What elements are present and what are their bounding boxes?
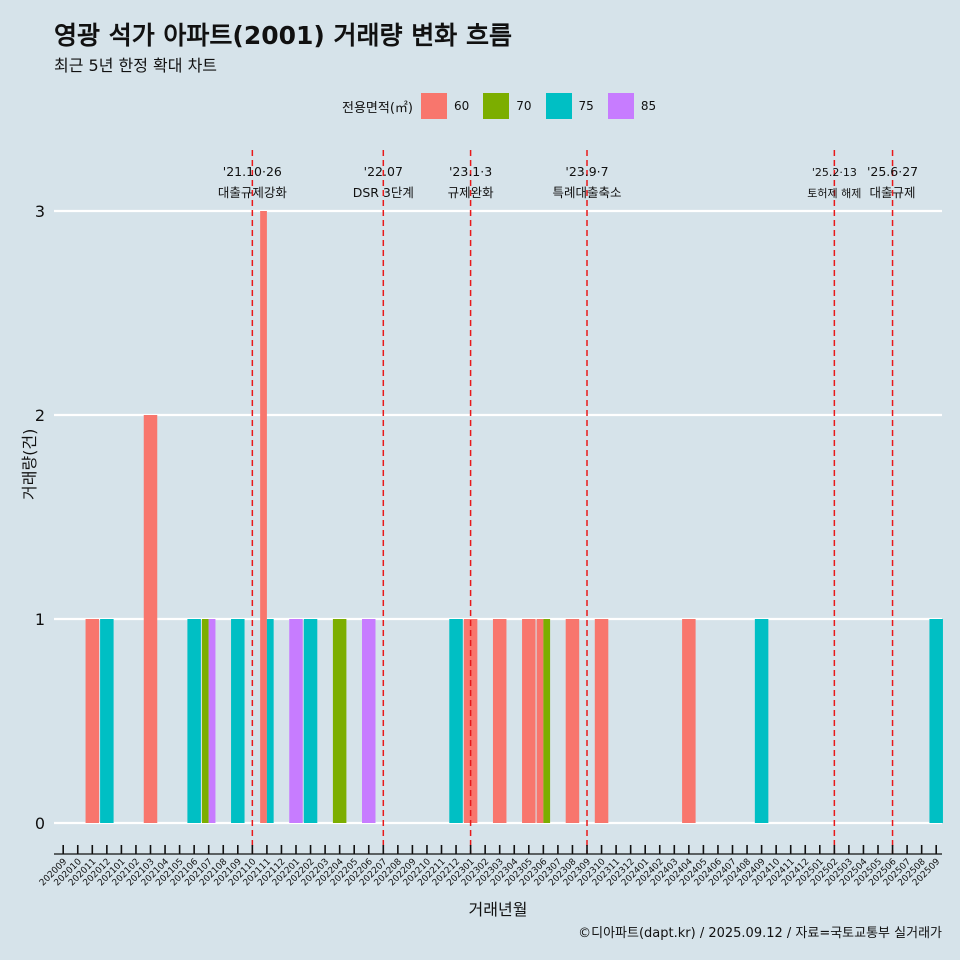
event-date-202301: '23.1·3 [449, 164, 492, 179]
event-label-202506: 대출규제 [870, 185, 916, 200]
bar-202305-60 [522, 619, 536, 823]
bar-202409-75 [754, 619, 769, 823]
bar-202509-75 [929, 619, 943, 823]
bar-202103-60 [143, 415, 158, 823]
y-axis-label: 거래량(건) [20, 428, 39, 500]
legend-label-85: 85 [640, 99, 657, 113]
bar-202303-60 [492, 619, 507, 823]
bar-202109-75 [231, 619, 245, 823]
event-label-202207: DSR 3단계 [353, 185, 414, 200]
y-tick-label-0: 0 [35, 814, 45, 833]
chart-title: 영광 석가 아파트(2001) 거래량 변화 흐름 [54, 21, 512, 50]
bar-202204-70 [332, 619, 347, 823]
y-tick-label-1: 1 [35, 610, 45, 629]
legend-swatch-60 [420, 93, 447, 119]
bar-202107-70 [201, 619, 209, 823]
legend-swatch-75 [545, 93, 572, 119]
legend-label-75: 75 [578, 99, 594, 113]
event-date-202309: '23.9·7 [565, 164, 608, 179]
legend: 전용면적(㎡) 60 70 75 85 [342, 93, 670, 119]
event-date-202207: '22.07 [364, 164, 403, 179]
x-axis-label: 거래년월 [468, 900, 528, 919]
bar-202111-60 [260, 211, 267, 823]
y-tick-label-3: 3 [35, 202, 45, 221]
legend-label-70: 70 [516, 99, 532, 113]
legend-item-60: 60 [420, 93, 477, 119]
bar-202206-85 [362, 619, 376, 823]
y-tick-label-2: 2 [35, 406, 45, 425]
legend-item-75: 75 [545, 93, 602, 119]
bar-202012-75 [100, 619, 114, 823]
bar-202011-60 [85, 619, 100, 823]
bar-202106-75 [187, 619, 201, 823]
bar-202308-60 [565, 619, 580, 823]
event-label-202110: 대출규제강화 [218, 185, 288, 200]
event-label-202301: 규제완화 [448, 185, 495, 200]
legend-swatch-70 [483, 93, 510, 119]
bar-202212-75 [449, 619, 463, 823]
bar-202107-85 [208, 619, 216, 823]
bar-202404-60 [682, 619, 696, 823]
bar-202202-75 [303, 619, 318, 823]
legend-label-60: 60 [453, 99, 470, 113]
legend-title: 전용면적(㎡) [342, 100, 413, 116]
bar-202310-60 [594, 619, 609, 823]
chart-subtitle: 최근 5년 한정 확대 차트 [54, 56, 218, 75]
event-date-202110: '21.10·26 [223, 164, 282, 179]
event-label-202309: 특례대출축소 [552, 185, 621, 200]
event-date-202502: '25.2·13 [812, 166, 857, 179]
bar-202306-60 [536, 619, 544, 823]
bar-202111-75 [266, 619, 274, 823]
bar-202306-70 [543, 619, 551, 823]
bar-202201-85 [289, 619, 303, 823]
event-date-202506: '25.6·27 [867, 164, 918, 179]
legend-item-85: 85 [607, 93, 664, 119]
caption: ©디아파트(dapt.kr) / 2025.09.12 / 자료=국토교통부 실… [578, 926, 942, 941]
legend-swatch-85 [607, 93, 634, 119]
event-label-202502: 토허제 해제 [807, 186, 861, 200]
legend-item-70: 70 [483, 93, 539, 119]
